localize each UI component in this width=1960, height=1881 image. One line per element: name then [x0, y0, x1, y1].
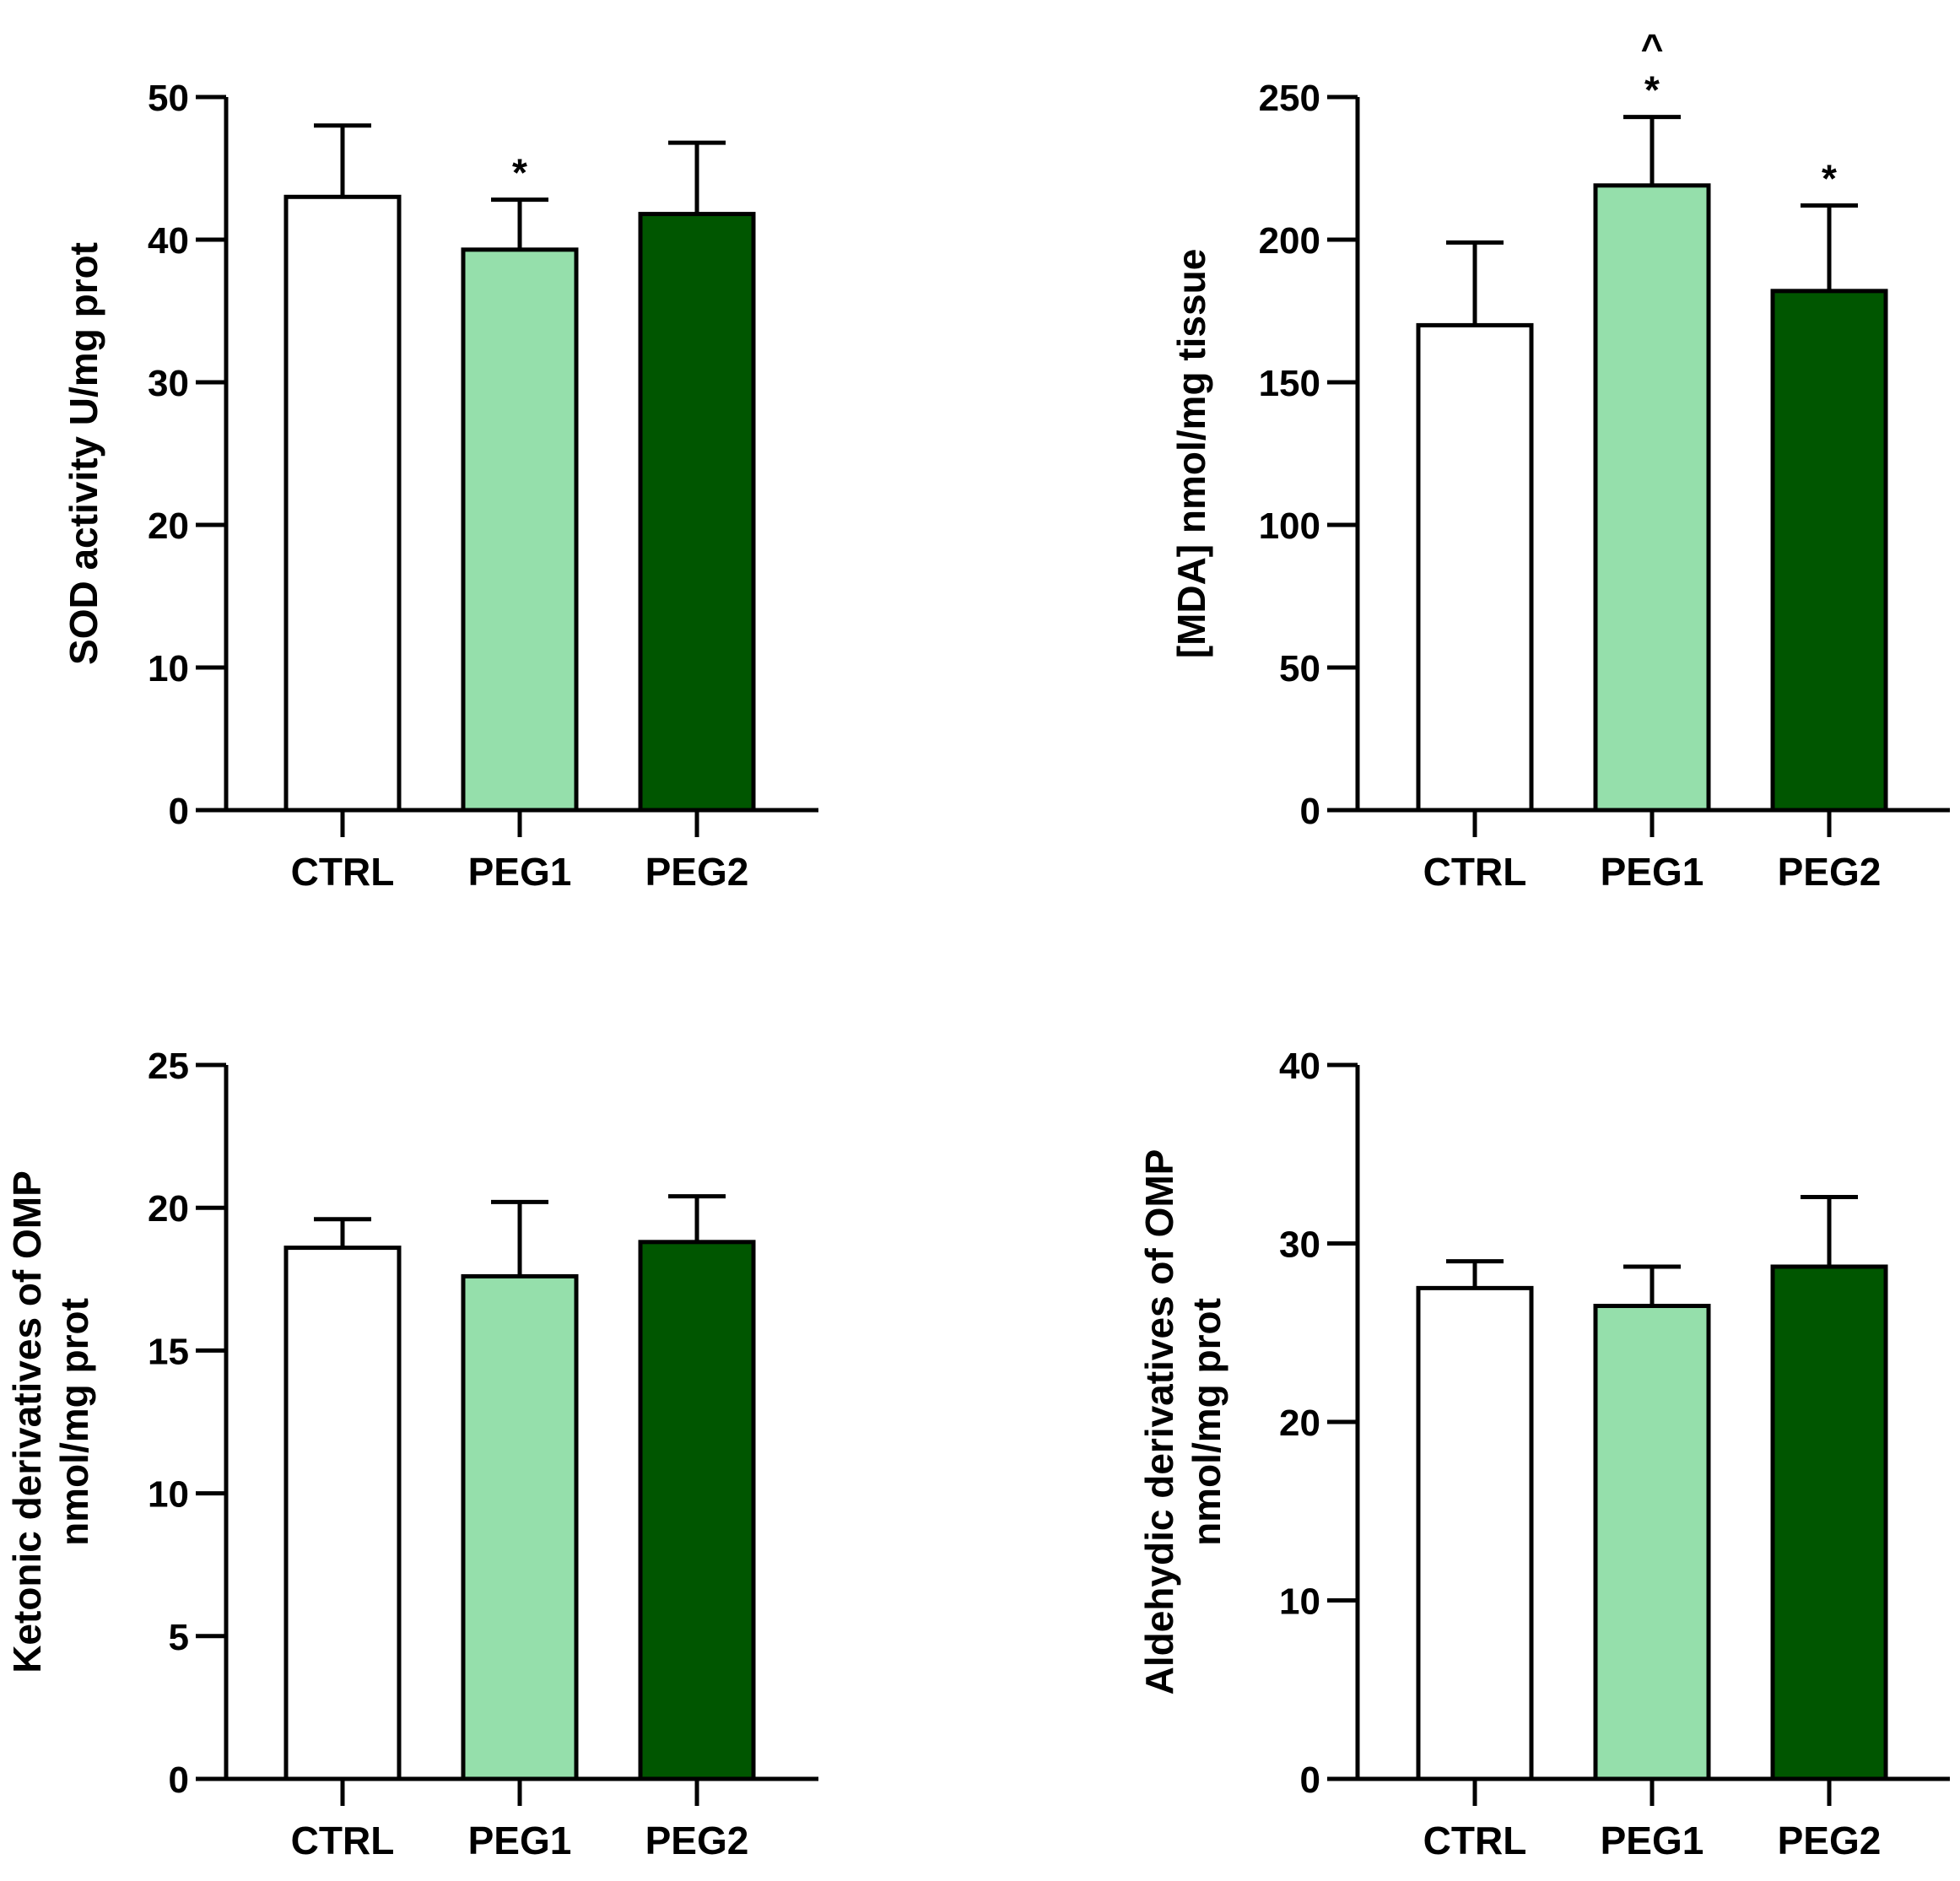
y-tick-label: 5 — [169, 1617, 189, 1658]
y-axis-title-line: SOD activity U/mg prot — [62, 242, 105, 665]
x-tick-label-ctrl: CTRL — [1423, 850, 1527, 894]
y-tick-label: 30 — [148, 363, 189, 404]
y-tick-label: 50 — [148, 78, 189, 119]
bar-peg1 — [461, 247, 579, 813]
y-tick-label: 0 — [169, 1759, 189, 1801]
x-tick-label-peg1: PEG1 — [468, 1819, 572, 1862]
bar-ctrl — [1416, 1285, 1534, 1781]
panel-ketonic-derivatives: 0 5 10 15 20 25 CTRL PEG1 PEG2 Ketonic derivative… — [5, 1046, 818, 1862]
y-axis-title: Aldehydic derivatives of OMPnmol/mg prot — [1137, 1149, 1228, 1695]
x-tick-label-peg2: PEG2 — [1778, 850, 1882, 894]
bar-peg1 — [1593, 183, 1711, 813]
bar-peg2 — [1770, 289, 1888, 813]
y-tick-label: 0 — [1300, 1759, 1320, 1801]
x-tick-label-peg2: PEG2 — [1778, 1819, 1882, 1862]
y-tick-label: 200 — [1259, 220, 1320, 262]
bar-ctrl — [1416, 322, 1534, 813]
y-axis-title: SOD activity U/mg prot — [62, 242, 105, 665]
significance-asterisk: * — [1644, 68, 1660, 112]
bar-peg2 — [638, 212, 756, 813]
bar-ctrl — [283, 1246, 402, 1781]
y-tick-label: 10 — [148, 648, 189, 689]
panel-sod-activity: * 0 10 20 30 40 50 CTRL PEG1 PEG2 SOD activity U/m… — [62, 78, 818, 894]
panel-aldehydic-derivatives: 0 10 20 30 40 CTRL PEG1 PEG2 Aldehydic derivativ… — [1137, 1046, 1950, 1862]
y-tick-label: 40 — [148, 220, 189, 262]
y-tick-label: 15 — [148, 1331, 189, 1372]
bar-peg1 — [1593, 1304, 1711, 1781]
y-axis-title-line: nmol/mg prot — [1185, 1298, 1228, 1546]
y-tick-label: 250 — [1259, 78, 1320, 119]
x-tick-label-peg2: PEG2 — [645, 850, 749, 894]
y-axis-title: [MDA] nmol/mg tissue — [1169, 249, 1213, 659]
y-tick-label: 20 — [148, 1188, 189, 1230]
y-tick-label: 10 — [148, 1474, 189, 1516]
y-tick-label: 10 — [1279, 1581, 1320, 1623]
x-tick-label-ctrl: CTRL — [1423, 1819, 1527, 1862]
bar-ctrl — [283, 194, 402, 813]
significance-asterisk: * — [1822, 156, 1837, 200]
x-tick-label-ctrl: CTRL — [291, 1819, 395, 1862]
bar-peg2 — [1770, 1264, 1888, 1781]
x-tick-label-peg1: PEG1 — [1601, 850, 1704, 894]
caret-annotation: ^ — [1641, 26, 1664, 70]
y-tick-label: 100 — [1259, 505, 1320, 547]
y-tick-label: 50 — [1279, 648, 1320, 689]
y-tick-label: 20 — [148, 505, 189, 547]
y-tick-label: 0 — [1300, 791, 1320, 832]
y-axis-title-line: nmol/mg prot — [52, 1298, 96, 1546]
y-axis-title-line: Aldehydic derivatives of OMP — [1137, 1149, 1181, 1695]
y-axis-title-line: Ketonic derivatives of OMP — [5, 1170, 49, 1673]
x-tick-label-ctrl: CTRL — [291, 850, 395, 894]
y-tick-label: 150 — [1259, 363, 1320, 404]
y-tick-label: 25 — [148, 1046, 189, 1087]
x-tick-label-peg2: PEG2 — [645, 1819, 749, 1862]
y-tick-label: 20 — [1279, 1403, 1320, 1444]
y-tick-label: 0 — [169, 791, 189, 832]
bar-peg1 — [461, 1273, 579, 1781]
x-tick-label-peg1: PEG1 — [468, 850, 572, 894]
bar-peg2 — [638, 1240, 756, 1781]
x-tick-label-peg1: PEG1 — [1601, 1819, 1704, 1862]
y-tick-label: 40 — [1279, 1046, 1320, 1087]
y-axis-title-line: [MDA] nmol/mg tissue — [1169, 249, 1213, 659]
y-axis-title: Ketonic derivatives of OMPnmol/mg prot — [5, 1170, 96, 1673]
significance-asterisk: * — [512, 151, 527, 195]
y-tick-label: 30 — [1279, 1224, 1320, 1266]
